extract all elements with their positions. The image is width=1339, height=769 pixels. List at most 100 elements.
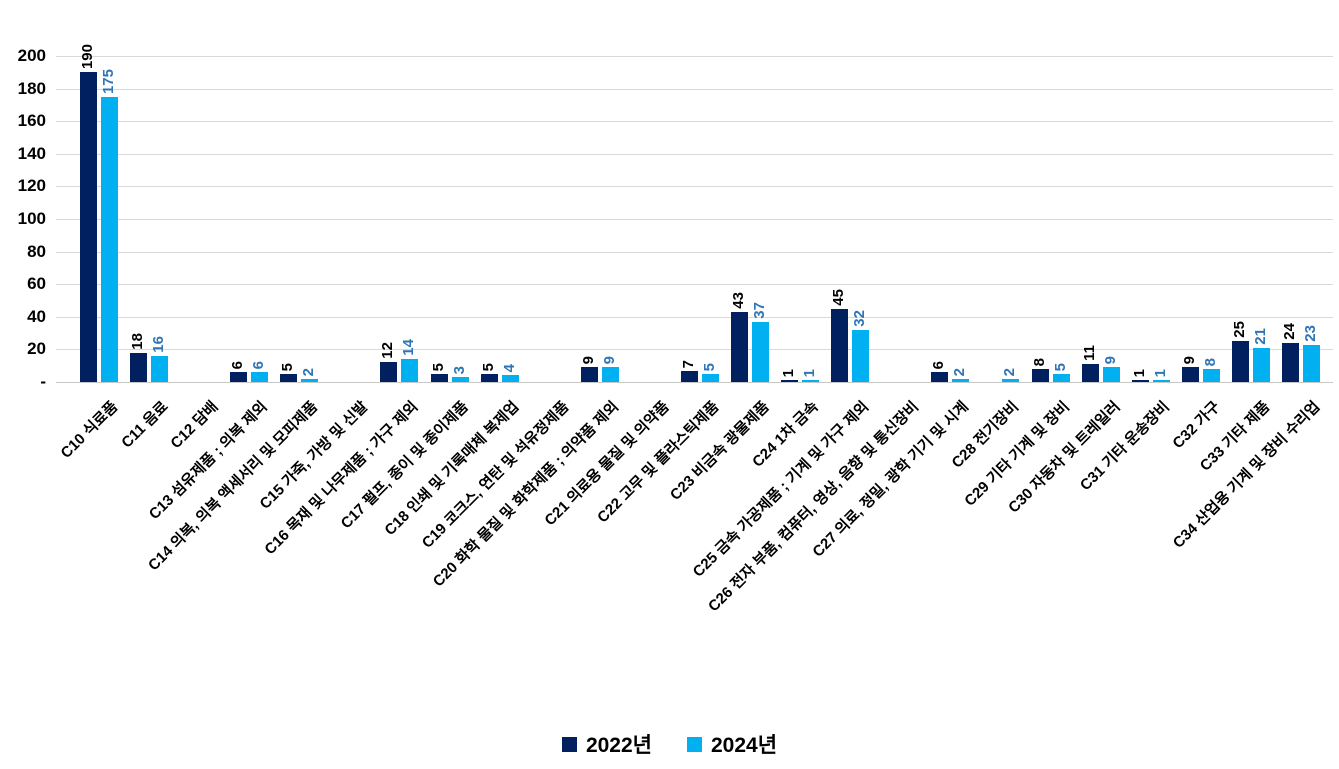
gridline — [56, 56, 1333, 57]
bar-2024년 — [702, 374, 719, 382]
bar-value-label-2022년: 5 — [480, 362, 497, 371]
bar-2024년 — [1053, 374, 1070, 382]
legend-swatch-2022 — [561, 736, 577, 752]
bar-2022년 — [130, 353, 147, 382]
bar-2024년 — [752, 322, 769, 382]
bar-2022년 — [80, 72, 97, 382]
y-axis-tick-label: 40 — [27, 307, 46, 326]
bar-value-label-2024년: 3 — [451, 365, 468, 374]
bar-2024년 — [151, 356, 168, 382]
bar-2022년 — [1132, 380, 1149, 382]
bar-value-label-2022년: 24 — [1281, 323, 1298, 340]
gridline — [56, 252, 1333, 253]
bar-value-label-2024년: 2 — [1001, 367, 1018, 376]
bar-value-label-2024년: 32 — [851, 310, 868, 327]
y-axis-tick-label: 160 — [17, 111, 46, 130]
gridline — [56, 219, 1333, 220]
bar-2024년 — [1153, 380, 1170, 382]
y-axis-tick-label: 180 — [17, 79, 46, 98]
bar-2024년 — [952, 379, 969, 382]
bar-2024년 — [602, 367, 619, 382]
bar-2024년 — [1103, 367, 1120, 382]
bar-value-label-2022년: 190 — [79, 43, 96, 69]
bar-value-label-2024년: 9 — [601, 355, 618, 364]
bar-2024년 — [1002, 379, 1019, 382]
y-axis-tick-label: 100 — [17, 209, 46, 228]
bar-2022년 — [831, 309, 848, 382]
legend-label-2024: 2024년 — [711, 734, 778, 757]
bar-2024년 — [452, 377, 469, 382]
bar-value-label-2022년: 6 — [229, 360, 246, 369]
bar-2024년 — [401, 359, 418, 382]
bar-2022년 — [230, 372, 247, 382]
bar-value-label-2024년: 175 — [100, 68, 117, 94]
bar-value-label-2022년: 6 — [930, 360, 947, 369]
bar-value-label-2024년: 23 — [1302, 325, 1319, 342]
y-axis-tick-label: 80 — [27, 242, 46, 261]
bar-value-label-2022년: 9 — [1181, 355, 1198, 364]
bar-2022년 — [280, 374, 297, 382]
bar-2024년 — [1203, 369, 1220, 382]
bar-2022년 — [581, 367, 598, 382]
gridline — [56, 382, 1333, 383]
bar-2022년 — [781, 380, 798, 382]
bar-2022년 — [1032, 369, 1049, 382]
x-axis-category-label: C10 식료품 — [57, 398, 122, 462]
bar-2024년 — [101, 97, 118, 382]
gridline — [56, 154, 1333, 155]
gridline — [56, 186, 1333, 187]
bar-value-label-2022년: 5 — [430, 362, 447, 371]
y-axis-tick-label: 200 — [17, 46, 46, 65]
gridline — [56, 317, 1333, 318]
bar-value-label-2024년: 9 — [1102, 355, 1119, 364]
bar-value-label-2024년: 1 — [1152, 368, 1169, 377]
bar-2022년 — [681, 371, 698, 382]
bar-value-label-2022년: 45 — [830, 289, 847, 306]
bar-2022년 — [931, 372, 948, 382]
gridline — [56, 284, 1333, 285]
legend-swatch-2024 — [687, 736, 702, 752]
bar-2022년 — [1182, 367, 1199, 382]
bar-2024년 — [1253, 348, 1270, 382]
bar-value-label-2024년: 37 — [751, 302, 768, 319]
bar-2022년 — [481, 374, 498, 382]
bar-value-label-2022년: 7 — [680, 359, 697, 368]
bar-value-label-2024년: 8 — [1202, 357, 1219, 366]
bar-2024년 — [802, 380, 819, 382]
bar-2022년 — [731, 312, 748, 382]
bar-value-label-2024년: 5 — [1052, 362, 1069, 371]
legend-label-2022: 2022년 — [585, 734, 652, 757]
bar-value-label-2024년: 2 — [300, 367, 317, 376]
y-axis-tick-label: 20 — [27, 339, 46, 358]
bar-2024년 — [502, 375, 519, 382]
bar-2022년 — [1282, 343, 1299, 382]
bar-value-label-2024년: 14 — [400, 339, 417, 356]
bar-value-label-2024년: 2 — [951, 367, 968, 376]
bar-2022년 — [431, 374, 448, 382]
gridline — [56, 89, 1333, 90]
y-axis-tick-label: 140 — [17, 144, 46, 163]
bar-value-label-2024년: 1 — [801, 368, 818, 377]
bar-2024년 — [852, 330, 869, 382]
bar-value-label-2022년: 12 — [379, 342, 396, 359]
bar-value-label-2024년: 5 — [701, 362, 718, 371]
bar-2024년 — [301, 379, 318, 382]
legend-item-2022: 2022년 — [561, 729, 652, 759]
bar-value-label-2022년: 18 — [129, 333, 146, 350]
bar-value-label-2022년: 1 — [1131, 368, 1148, 377]
bar-2024년 — [1303, 345, 1320, 382]
bar-value-label-2024년: 21 — [1252, 328, 1269, 345]
x-axis-category-label: C11 음료 — [117, 398, 172, 452]
bar-value-label-2022년: 5 — [279, 362, 296, 371]
bar-value-label-2022년: 11 — [1081, 345, 1098, 361]
gridline — [56, 121, 1333, 122]
bar-value-label-2022년: 1 — [780, 368, 797, 377]
legend: 2022년 2024년 — [0, 729, 1339, 759]
bar-value-label-2024년: 4 — [501, 363, 518, 372]
bar-value-label-2022년: 8 — [1031, 357, 1048, 366]
bar-value-label-2024년: 16 — [150, 336, 167, 353]
y-axis-tick-label: 120 — [17, 176, 46, 195]
legend-item-2024: 2024년 — [687, 729, 777, 759]
bar-value-label-2024년: 6 — [250, 360, 267, 369]
